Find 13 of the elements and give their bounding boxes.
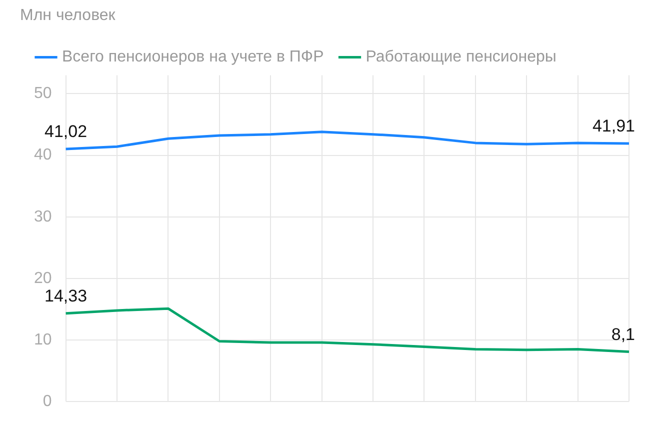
y-tick-label: 20 [34,270,52,287]
data-label: 41,91 [592,116,636,136]
data-label: 41,02 [44,122,88,142]
data-label: 8,1 [611,324,636,344]
data-label: 14,33 [44,286,88,306]
y-tick-label: 10 [34,331,52,348]
chart-title: Млн человек [20,7,116,24]
y-tick-label: 0 [42,393,52,410]
y-tick-label: 40 [34,146,52,164]
legend-label: Работающие пенсионеры [366,48,556,66]
legend-label: Всего пенсионеров на учете в ПФР [62,48,324,66]
y-tick-label: 50 [34,85,52,102]
y-tick-label: 30 [34,208,52,226]
